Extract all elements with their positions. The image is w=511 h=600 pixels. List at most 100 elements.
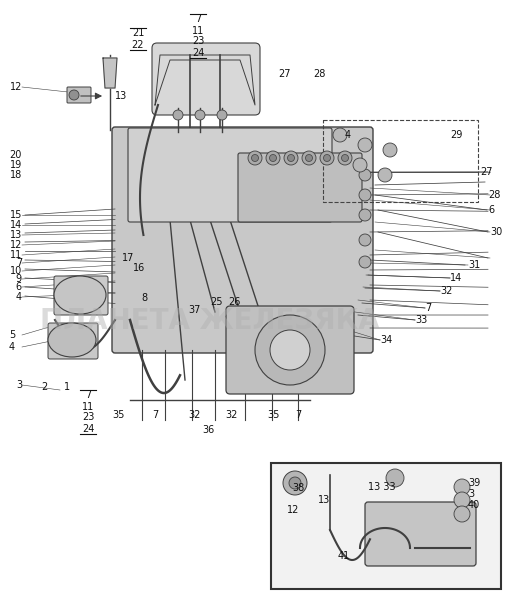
Text: 17: 17	[122, 253, 134, 263]
Ellipse shape	[48, 323, 96, 357]
Text: 6: 6	[16, 282, 22, 292]
Text: 12: 12	[10, 240, 22, 250]
Text: 9: 9	[16, 274, 22, 284]
Ellipse shape	[54, 276, 106, 314]
Text: 40: 40	[468, 500, 480, 510]
Circle shape	[217, 110, 227, 120]
Text: 7: 7	[295, 410, 301, 420]
Text: 12: 12	[287, 505, 299, 515]
Circle shape	[359, 234, 371, 246]
Text: 34: 34	[380, 335, 392, 345]
Text: 38: 38	[292, 483, 304, 493]
Circle shape	[358, 138, 372, 152]
FancyBboxPatch shape	[128, 128, 332, 222]
Circle shape	[323, 154, 331, 161]
FancyBboxPatch shape	[54, 276, 108, 315]
Text: 21: 21	[132, 28, 144, 38]
Text: 28: 28	[313, 69, 326, 79]
Circle shape	[69, 90, 79, 100]
Text: 33: 33	[415, 315, 427, 325]
Text: 14: 14	[450, 273, 462, 283]
Text: 32: 32	[225, 410, 238, 420]
Circle shape	[284, 151, 298, 165]
Text: 13: 13	[318, 495, 330, 505]
Text: 37: 37	[188, 305, 200, 315]
Text: 35: 35	[267, 410, 280, 420]
Circle shape	[353, 158, 367, 172]
Text: 24: 24	[192, 47, 204, 58]
Text: 27: 27	[278, 69, 290, 79]
Text: 5: 5	[9, 330, 15, 340]
Text: 8: 8	[141, 293, 147, 303]
Circle shape	[251, 154, 259, 161]
Text: 16: 16	[133, 263, 145, 273]
Text: 4: 4	[16, 292, 22, 302]
Text: 13 33: 13 33	[368, 482, 396, 492]
Circle shape	[333, 128, 347, 142]
Text: 27: 27	[480, 167, 493, 177]
Circle shape	[386, 469, 404, 487]
Text: 3: 3	[468, 489, 474, 499]
Text: 7: 7	[85, 391, 91, 401]
Circle shape	[359, 189, 371, 201]
Circle shape	[289, 477, 301, 489]
Circle shape	[302, 151, 316, 165]
Text: 6: 6	[488, 205, 494, 215]
Text: 24: 24	[82, 424, 94, 433]
Text: 11: 11	[192, 25, 204, 35]
Text: 1: 1	[64, 382, 70, 392]
Text: 4: 4	[345, 130, 351, 140]
Circle shape	[270, 330, 310, 370]
Text: 23: 23	[192, 37, 204, 46]
Circle shape	[341, 154, 349, 161]
Text: 11: 11	[82, 401, 94, 412]
Text: 31: 31	[468, 260, 480, 270]
Text: 13: 13	[10, 230, 22, 240]
FancyBboxPatch shape	[238, 153, 362, 222]
Polygon shape	[155, 55, 255, 105]
Text: 41: 41	[338, 551, 350, 561]
Bar	[271, 463, 501, 589]
Circle shape	[320, 151, 334, 165]
Text: 20: 20	[10, 150, 22, 160]
Circle shape	[378, 168, 392, 182]
Text: 32: 32	[188, 410, 200, 420]
Text: 28: 28	[488, 190, 500, 200]
Circle shape	[173, 110, 183, 120]
Text: 25: 25	[210, 297, 222, 307]
Text: 7: 7	[425, 303, 431, 313]
FancyBboxPatch shape	[152, 43, 260, 115]
Circle shape	[383, 143, 397, 157]
Circle shape	[359, 256, 371, 268]
Text: 11: 11	[10, 250, 22, 260]
Text: 7: 7	[195, 14, 201, 25]
Text: 7: 7	[16, 258, 22, 268]
FancyBboxPatch shape	[365, 502, 476, 566]
Text: 22: 22	[132, 40, 144, 49]
Text: 12: 12	[10, 82, 22, 92]
Text: 4: 4	[9, 342, 15, 352]
Circle shape	[248, 151, 262, 165]
Circle shape	[266, 151, 280, 165]
Circle shape	[269, 154, 276, 161]
Circle shape	[359, 209, 371, 221]
Text: 13: 13	[115, 91, 127, 101]
Text: 15: 15	[10, 210, 22, 220]
Text: 19: 19	[10, 160, 22, 170]
Circle shape	[195, 110, 205, 120]
FancyBboxPatch shape	[112, 127, 373, 353]
FancyBboxPatch shape	[48, 323, 98, 359]
Text: 23: 23	[82, 413, 94, 422]
Circle shape	[454, 492, 470, 508]
Text: 7: 7	[152, 410, 158, 420]
Circle shape	[255, 315, 325, 385]
Text: 26: 26	[228, 297, 240, 307]
Circle shape	[338, 151, 352, 165]
Text: 14: 14	[10, 220, 22, 230]
Text: 18: 18	[10, 170, 22, 180]
Text: 30: 30	[490, 227, 502, 237]
Text: 10: 10	[10, 266, 22, 276]
Circle shape	[306, 154, 313, 161]
Text: 35: 35	[112, 410, 124, 420]
Circle shape	[454, 506, 470, 522]
